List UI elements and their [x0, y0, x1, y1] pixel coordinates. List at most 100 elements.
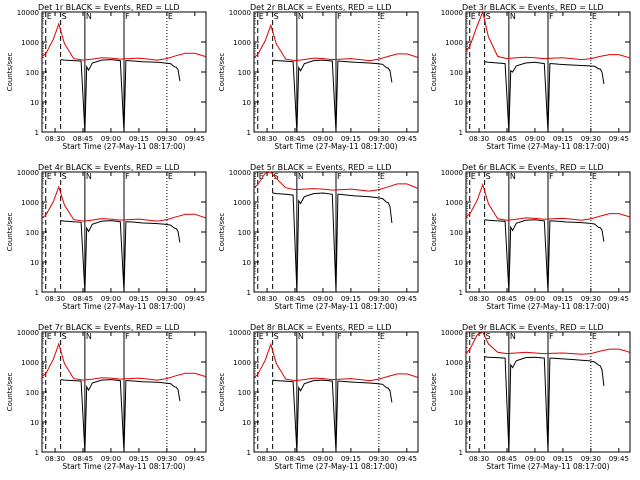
event-marker-label: S	[274, 332, 279, 341]
x-tick-label: 09:30	[369, 295, 389, 303]
event-marker-label: F	[125, 172, 130, 181]
y-tick-label: 10	[242, 99, 251, 107]
x-tick-label: 08:30	[469, 295, 489, 303]
x-tick-label: 09:15	[341, 455, 361, 463]
x-tick-label: 09:15	[341, 295, 361, 303]
x-tick-label: 08:45	[73, 135, 93, 143]
panel-title: Det 8r BLACK = Events, RED = LLD	[250, 323, 392, 332]
x-tick-label: 09:15	[553, 455, 573, 463]
x-tick-label: 09:00	[525, 295, 545, 303]
series-lld-line	[465, 182, 631, 221]
panel-det-6: 1 10 100 1000 10000 08:30 08:45 09:00 09:15 09:30…	[430, 163, 631, 311]
series-lld-line	[253, 171, 419, 192]
y-axis-label: Counts/sec	[6, 213, 14, 252]
event-marker-label: E	[380, 172, 385, 181]
panel-det-8: 1 10 100 1000 10000 08:30 08:45 09:00 09:15 09:30…	[218, 323, 419, 471]
y-tick-label: 1	[247, 129, 251, 137]
y-tick-label: 1	[459, 449, 463, 457]
y-tick-label: 1000	[21, 199, 39, 207]
event-marker-label: S	[274, 172, 279, 181]
series-events-line	[484, 61, 605, 133]
x-tick-label: 09:30	[581, 135, 601, 143]
series-lld-line	[253, 342, 419, 382]
event-marker-label: S	[274, 12, 279, 21]
y-tick-label: 1000	[21, 359, 39, 367]
panel-det-5: 1 10 100 1000 10000 08:30 08:45 09:00 09:15 09:30…	[218, 163, 419, 311]
x-tick-label: 09:00	[313, 295, 333, 303]
series-events-line	[272, 192, 393, 293]
y-tick-label: 1000	[233, 39, 251, 47]
event-marker-label: E	[380, 332, 385, 341]
panel-title: Det 2r BLACK = Events, RED = LLD	[250, 3, 392, 12]
y-tick-label: 10	[30, 99, 39, 107]
y-tick-label: 10	[454, 99, 463, 107]
panel-det-3: 1 10 100 1000 10000 08:30 08:45 09:00 09:15 09:30…	[430, 3, 631, 151]
x-tick-label: 09:45	[397, 295, 417, 303]
y-tick-label: 100	[238, 229, 251, 237]
series-lld-line	[41, 185, 207, 222]
y-axis-label: Counts/sec	[218, 213, 226, 252]
event-marker-label: N	[86, 172, 92, 181]
y-tick-label: 10000	[229, 329, 251, 337]
y-axis-label: Counts/sec	[218, 373, 226, 412]
y-tick-label: 10000	[17, 169, 39, 177]
event-marker-label: E	[259, 12, 264, 21]
y-axis-label: Counts/sec	[430, 373, 438, 412]
y-axis-label: Counts/sec	[6, 373, 14, 412]
event-marker-label: E	[259, 172, 264, 181]
y-tick-label: 1	[247, 289, 251, 297]
x-tick-label: 08:45	[73, 295, 93, 303]
x-tick-label: 09:45	[609, 295, 629, 303]
y-tick-label: 1000	[233, 359, 251, 367]
series-lld-line	[253, 23, 419, 62]
y-tick-label: 10000	[17, 9, 39, 17]
x-tick-label: 09:15	[129, 295, 149, 303]
y-axis-label: Counts/sec	[430, 213, 438, 252]
x-tick-label: 09:30	[581, 295, 601, 303]
series-events-line	[60, 379, 181, 453]
x-tick-label: 08:45	[497, 135, 517, 143]
x-tick-label: 09:45	[397, 455, 417, 463]
x-tick-label: 09:45	[609, 455, 629, 463]
event-marker-label: F	[125, 332, 130, 341]
x-tick-label: 08:30	[469, 135, 489, 143]
y-tick-label: 10	[242, 259, 251, 267]
event-marker-label: F	[549, 332, 554, 341]
event-marker-label: F	[549, 12, 554, 21]
y-tick-label: 1000	[445, 199, 463, 207]
y-tick-label: 100	[26, 69, 39, 77]
event-marker-label: N	[86, 332, 92, 341]
event-marker-label: E	[47, 12, 52, 21]
x-axis-label: Start Time (27-May-11 08:17:00)	[486, 142, 609, 151]
x-tick-label: 08:45	[285, 135, 305, 143]
event-marker-label: N	[298, 12, 304, 21]
event-marker-label: S	[62, 332, 67, 341]
y-tick-label: 10000	[229, 169, 251, 177]
y-tick-label: 100	[238, 389, 251, 397]
y-tick-label: 100	[450, 229, 463, 237]
x-tick-label: 08:30	[45, 295, 65, 303]
x-tick-label: 08:45	[497, 455, 517, 463]
y-tick-label: 1	[35, 449, 39, 457]
event-marker-label: N	[298, 332, 304, 341]
y-tick-label: 1	[35, 289, 39, 297]
y-tick-label: 100	[26, 389, 39, 397]
x-axis-label: Start Time (27-May-11 08:17:00)	[62, 142, 185, 151]
x-tick-label: 09:00	[101, 295, 121, 303]
event-marker-label: S	[486, 172, 491, 181]
x-tick-label: 08:30	[257, 295, 277, 303]
x-tick-label: 09:30	[157, 455, 177, 463]
panel-title: Det 5r BLACK = Events, RED = LLD	[250, 163, 392, 172]
x-axis-label: Start Time (27-May-11 08:17:00)	[62, 302, 185, 311]
x-tick-label: 09:30	[157, 135, 177, 143]
y-tick-label: 10	[454, 419, 463, 427]
event-marker-label: E	[380, 12, 385, 21]
y-axis-label: Counts/sec	[430, 53, 438, 92]
x-tick-label: 09:30	[369, 455, 389, 463]
panel-det-1: 1 10 100 1000 10000 08:30 08:45 09:00 09:15 09:30…	[6, 3, 207, 151]
series-lld-line	[41, 342, 207, 381]
x-tick-label: 09:45	[185, 455, 205, 463]
y-tick-label: 100	[450, 69, 463, 77]
event-marker-label: E	[592, 12, 597, 21]
